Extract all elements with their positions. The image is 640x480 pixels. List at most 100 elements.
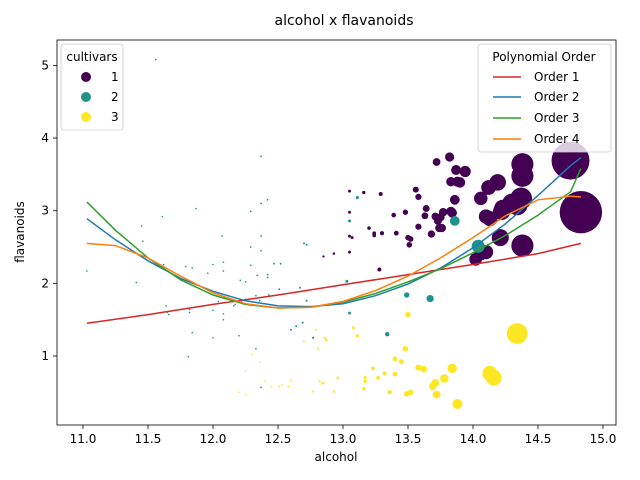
data-point-cultivar-2 <box>260 202 262 205</box>
legend-cultivars-entry: 3 <box>81 110 119 124</box>
data-point-cultivar-1 <box>350 236 354 240</box>
data-point-cultivar-2 <box>239 279 242 282</box>
legend-polynomial-order: Polynomial Order Order 1 Order 2 Order 3… <box>477 43 612 153</box>
data-point-cultivar-1 <box>391 212 397 218</box>
data-point-cultivar-1 <box>511 164 534 187</box>
fit-line-order-1 <box>86 242 582 325</box>
data-point-cultivar-2 <box>165 305 167 307</box>
data-point-cultivar-3 <box>402 346 409 352</box>
data-point-cultivar-1 <box>348 189 351 193</box>
data-point-cultivar-1 <box>379 231 385 236</box>
data-point-cultivar-1 <box>372 233 377 238</box>
data-point-cultivar-2 <box>155 58 157 61</box>
data-point-cultivar-1 <box>432 158 441 166</box>
data-point-cultivar-2 <box>266 276 269 279</box>
data-point-cultivar-2 <box>290 328 292 331</box>
data-point-cultivar-1 <box>559 190 603 234</box>
data-point-cultivar-2 <box>212 309 214 312</box>
data-point-cultivar-2 <box>212 263 214 266</box>
data-point-cultivar-2 <box>295 325 298 328</box>
data-point-cultivar-1 <box>511 234 534 257</box>
data-point-cultivar-3 <box>244 370 247 373</box>
data-point-cultivar-1 <box>393 230 399 236</box>
data-point-cultivar-3 <box>302 340 306 343</box>
data-point-cultivar-3 <box>318 380 321 383</box>
data-point-cultivar-1 <box>348 234 351 238</box>
legend-label-cultivar-3: 3 <box>111 110 119 124</box>
data-point-cultivar-3 <box>312 390 315 393</box>
data-point-cultivar-1 <box>447 208 457 218</box>
data-point-cultivar-3 <box>363 379 367 384</box>
data-point-cultivar-2 <box>249 246 252 248</box>
data-point-cultivar-2 <box>426 294 434 303</box>
data-point-cultivar-2 <box>168 313 170 316</box>
legend-cultivars-entry: 1 <box>81 70 119 84</box>
data-point-cultivar-2 <box>471 239 485 253</box>
data-point-cultivar-2 <box>305 299 308 302</box>
data-point-cultivar-1 <box>449 194 460 205</box>
legend-label-cultivar-2: 2 <box>111 90 119 104</box>
data-point-cultivar-1 <box>454 177 466 188</box>
data-point-cultivar-2 <box>260 249 262 252</box>
data-point-cultivar-2 <box>449 216 460 226</box>
data-point-cultivar-3 <box>398 359 405 365</box>
data-point-cultivar-3 <box>287 385 290 388</box>
scatter-points <box>86 58 603 409</box>
data-point-cultivar-3 <box>244 393 247 396</box>
data-point-cultivar-3 <box>485 369 502 386</box>
data-point-cultivar-1 <box>415 223 422 230</box>
data-point-cultivar-1 <box>348 210 351 214</box>
data-point-cultivar-2 <box>345 279 349 283</box>
data-point-cultivar-2 <box>403 292 410 298</box>
y-tick-label: 3 <box>41 204 49 218</box>
y-axis-ticks: 1 2 3 4 5 <box>41 58 57 363</box>
data-point-cultivar-2 <box>232 305 235 307</box>
data-point-cultivar-3 <box>387 390 393 395</box>
data-point-cultivar-3 <box>506 323 528 344</box>
data-point-cultivar-2 <box>222 261 225 264</box>
data-point-cultivar-2 <box>162 263 165 266</box>
data-point-cultivar-3 <box>392 356 398 362</box>
data-point-cultivar-1 <box>482 211 498 227</box>
data-point-cultivar-3 <box>382 371 387 376</box>
data-point-cultivar-2 <box>187 355 190 358</box>
data-point-cultivar-2 <box>301 321 304 324</box>
data-point-cultivar-2 <box>217 300 220 303</box>
data-point-cultivar-2 <box>191 331 193 334</box>
data-point-cultivar-1 <box>451 165 462 175</box>
data-point-cultivar-2 <box>299 286 302 289</box>
data-point-cultivar-2 <box>142 240 144 242</box>
legend-label-order-2: Order 2 <box>534 90 580 104</box>
legend-label-cultivar-1: 1 <box>111 70 119 84</box>
fit-line-order-4 <box>86 195 581 309</box>
data-point-cultivar-2 <box>161 215 164 218</box>
data-point-cultivar-1 <box>348 250 351 254</box>
data-point-cultivar-2 <box>273 262 276 265</box>
data-point-cultivar-1 <box>421 212 429 220</box>
data-point-cultivar-3 <box>317 347 320 350</box>
data-point-cultivar-3 <box>336 376 340 380</box>
legend-polynomial-entry: Order 4 <box>493 132 580 146</box>
data-point-cultivar-2 <box>260 155 262 158</box>
data-point-cultivar-1 <box>422 205 430 212</box>
data-point-cultivar-1 <box>362 190 366 195</box>
data-point-cultivar-3 <box>351 326 355 330</box>
data-point-cultivar-2 <box>249 264 252 267</box>
data-point-cultivar-2 <box>312 336 315 339</box>
data-point-cultivar-3 <box>371 366 375 371</box>
data-point-cultivar-3 <box>392 371 398 377</box>
data-point-cultivar-1 <box>367 226 371 230</box>
data-point-cultivar-1 <box>332 252 336 255</box>
data-point-cultivar-3 <box>363 376 367 380</box>
data-point-cultivar-3 <box>270 385 273 388</box>
data-point-cultivar-2 <box>278 288 281 291</box>
legend-label-order-3: Order 3 <box>534 111 580 125</box>
data-point-cultivar-2 <box>302 242 306 245</box>
data-point-cultivar-1 <box>407 236 414 242</box>
data-point-cultivar-2 <box>244 281 247 283</box>
y-tick-label: 4 <box>41 131 49 145</box>
legend-cultivars-title: cultivars <box>66 50 117 64</box>
data-point-cultivar-2 <box>355 196 359 200</box>
data-point-cultivar-2 <box>260 386 262 389</box>
chart-title: alcohol x flavanoids <box>274 13 413 29</box>
